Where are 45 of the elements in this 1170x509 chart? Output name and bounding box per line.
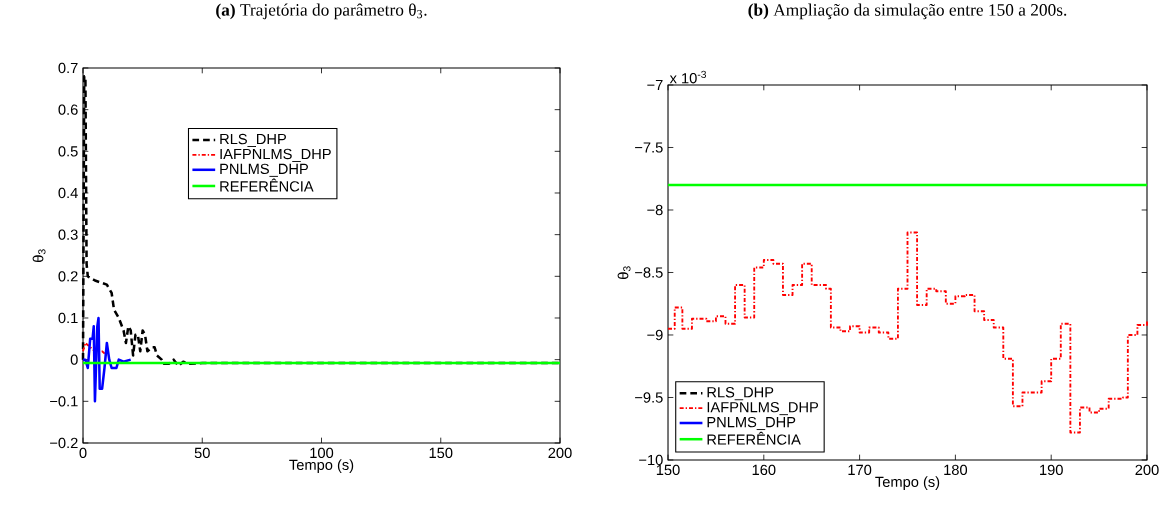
text: x 10$^{-3}$ <box>669 70 706 84</box>
y-tick-label: 0.1 <box>58 312 78 324</box>
x-axis-title: Tempo (s) <box>289 459 354 473</box>
x-tick-label: 180 <box>944 464 968 476</box>
x-tick-label: 150 <box>656 464 680 476</box>
chart-title: (a) Trajetória do parâmetro θ$_{3}$. <box>216 3 427 20</box>
y-tick-label: −10 <box>639 454 663 466</box>
x-tick-label: 100 <box>310 447 334 459</box>
x-tick-label: 170 <box>848 464 872 476</box>
legend-label: REFERÊNCIA <box>220 178 314 192</box>
y-tick-label: −7 <box>647 79 663 91</box>
x-tick-label: 160 <box>752 464 776 476</box>
y-tick-label: 0.5 <box>58 146 78 157</box>
x-tick-label: 200 <box>1135 464 1159 476</box>
y-tick-label: 0 <box>70 354 78 365</box>
y-tick-label: 0.3 <box>58 229 78 240</box>
x-tick-label: 50 <box>194 447 210 459</box>
x-axis-title: Tempo (s) <box>875 476 940 490</box>
legend-label: RLS_DHP <box>707 387 774 401</box>
legend-label: RLS_DHP <box>220 133 286 147</box>
y-tick-label: −7.5 <box>635 142 663 153</box>
x-tick-label: 200 <box>548 447 572 459</box>
y-tick-label: −0.1 <box>50 396 78 407</box>
y-axis-title: θ$_{3}$ <box>32 249 46 262</box>
y-tick-label: 0.7 <box>58 62 78 74</box>
y-tick-label: −0.2 <box>50 437 78 449</box>
y-tick-label: −8.5 <box>635 267 663 278</box>
chart-title: (b) Ampliação da simulação entre 150 a 200s. <box>748 3 1067 20</box>
y-tick-label: 0.2 <box>58 271 78 282</box>
y-tick-label: −9 <box>647 329 663 341</box>
legend-label: PNLMS_DHP <box>707 416 796 431</box>
y-axis-title: θ$_{3}$ <box>617 266 631 279</box>
legend-label: REFERÊNCIA <box>707 431 801 445</box>
x-tick-label: 190 <box>1040 464 1063 476</box>
legend-label: IAFPNLMS_DHP <box>707 402 819 416</box>
x-tick-label: 150 <box>429 447 453 459</box>
legend-label: IAFPNLMS_DHP <box>220 148 331 162</box>
y-tick-label: −8 <box>647 204 663 216</box>
y-tick-label: −9.5 <box>635 392 663 403</box>
line-series <box>82 342 108 357</box>
x-tick-label: 0 <box>79 447 87 459</box>
y-tick-label: 0.6 <box>58 104 78 115</box>
y-tick-label: 0.4 <box>58 187 78 199</box>
line-series <box>81 316 132 403</box>
legend-label: PNLMS_DHP <box>220 163 308 177</box>
